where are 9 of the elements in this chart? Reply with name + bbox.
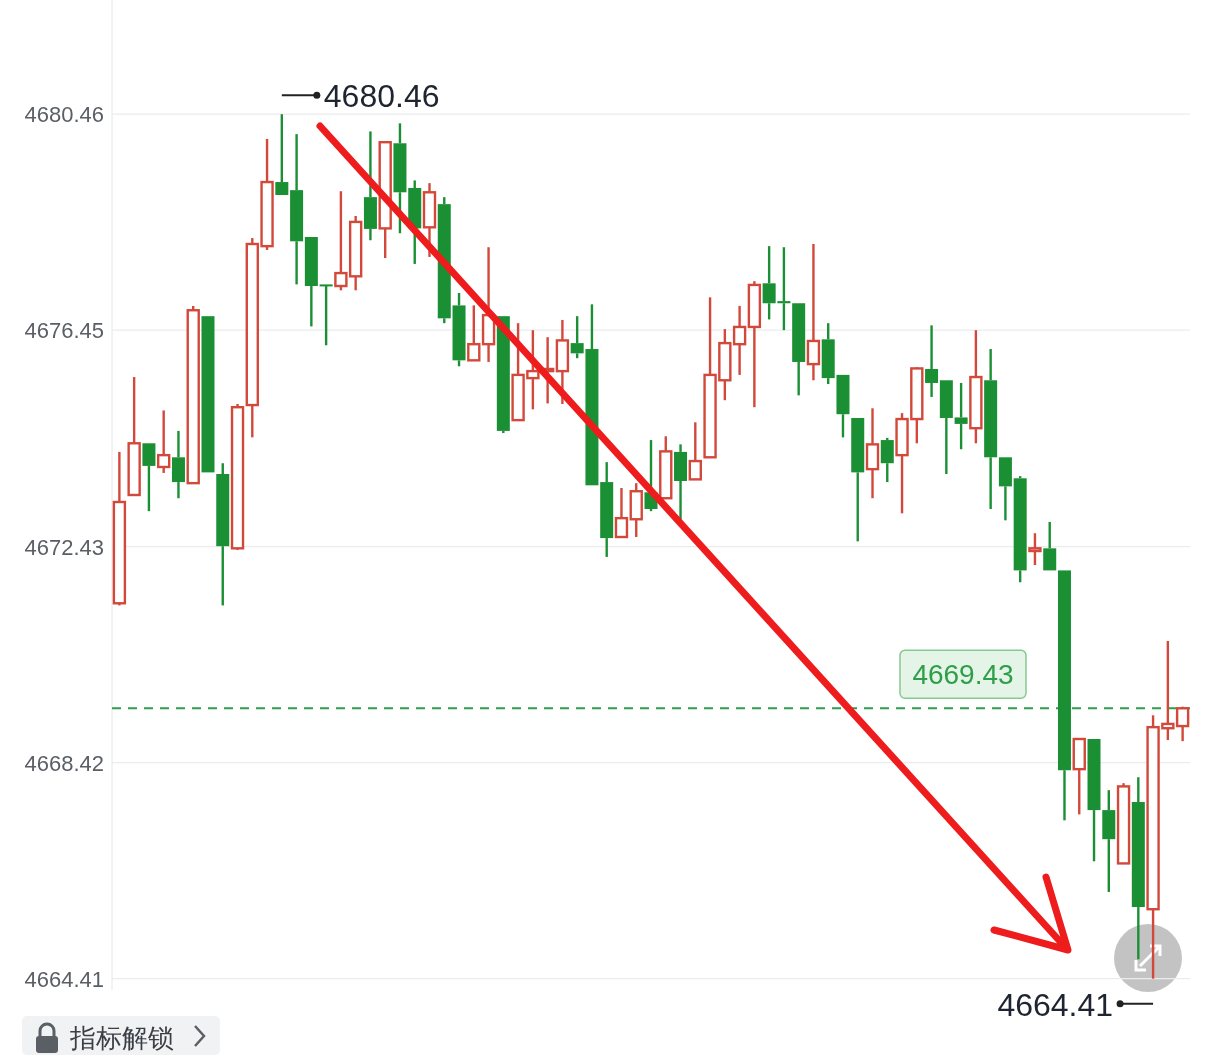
y-tick-label: 4668.42 — [24, 750, 104, 776]
annotation: 4680.46 — [323, 78, 440, 115]
y-tick-label: 4680.46 — [24, 102, 104, 128]
y-tick-label: 4672.43 — [24, 534, 104, 560]
ref-line-label: 4669.43 — [912, 659, 1014, 691]
text: 指标解锁 — [69, 1023, 174, 1053]
y-tick-label: 4664.41 — [24, 966, 104, 992]
y-tick-label: 4676.45 — [24, 318, 104, 344]
annotation: 4664.41 — [997, 986, 1114, 1023]
